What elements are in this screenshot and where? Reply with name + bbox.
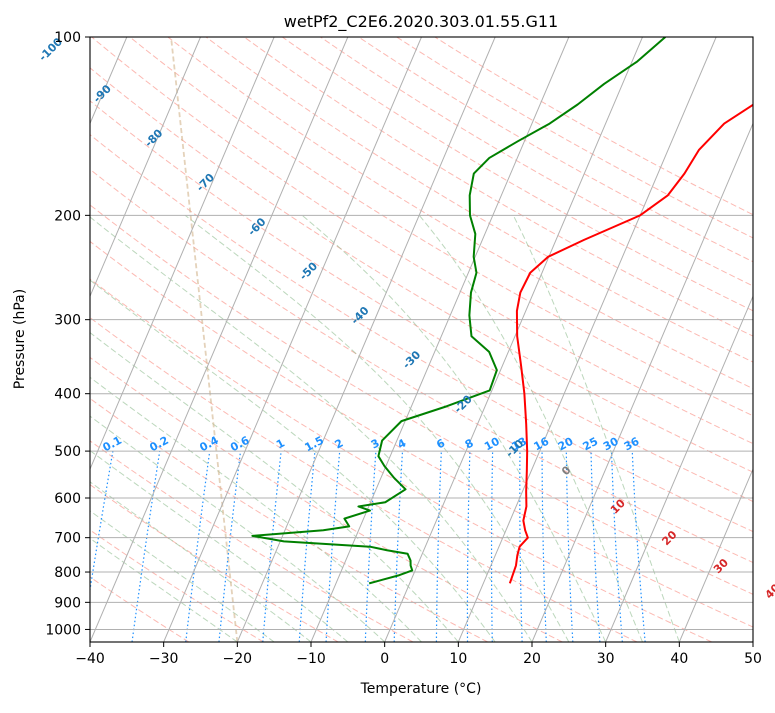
isotherm-line xyxy=(678,467,753,642)
dry-adiabat-line xyxy=(167,37,753,390)
dry-adiabat-line xyxy=(91,37,753,445)
y-tick-label: 400 xyxy=(54,387,81,403)
dry-adiabat-line xyxy=(320,37,753,287)
dewpoint-profile-line xyxy=(251,37,666,585)
y-tick-label: 300 xyxy=(54,313,81,329)
y-axis-label: Pressure (hPa) xyxy=(12,289,28,389)
dry-adiabat-line xyxy=(90,440,414,642)
x-tick-label: 20 xyxy=(523,651,541,667)
x-tick-label: 50 xyxy=(744,651,762,667)
y-tick-label: 200 xyxy=(54,208,81,224)
dry-adiabat-line xyxy=(90,278,712,642)
moist-adiabat-line xyxy=(90,376,422,642)
isotherm-line xyxy=(90,37,349,642)
mixing-ratio-line xyxy=(185,451,211,642)
dry-adiabat-line xyxy=(282,37,753,312)
isotherm-line xyxy=(457,37,717,642)
moist-adiabat-line xyxy=(512,215,680,642)
moist-adiabat-line xyxy=(90,415,386,642)
mixing-ratio-label: 16 xyxy=(532,435,552,454)
mixing-ratio-label: 30 xyxy=(601,435,621,454)
dry-adiabat-line xyxy=(434,37,753,216)
chart-title: wetPf2_C2E6.2020.303.01.55.G11 xyxy=(284,12,558,32)
moist-adiabat-line xyxy=(90,216,533,642)
y-tick-label: 700 xyxy=(54,531,81,547)
background-reference-lines xyxy=(90,37,753,642)
moist-adiabat-line xyxy=(90,537,238,642)
profile-lines xyxy=(251,37,753,585)
dry-adiabat-line xyxy=(90,204,753,595)
x-tick-label: −40 xyxy=(75,651,105,667)
isotherm-line xyxy=(90,37,275,471)
isotherm-line xyxy=(531,122,753,642)
y-tick-label: 800 xyxy=(54,565,81,581)
mixing-ratio-label: 25 xyxy=(581,435,601,454)
dry-adiabat-line xyxy=(90,67,753,473)
y-tick-label: 100 xyxy=(54,30,81,46)
isotherm-line xyxy=(90,37,201,298)
moist-adiabat-line xyxy=(90,279,496,642)
moist-adiabat-line xyxy=(184,214,570,642)
moist-adiabat-line xyxy=(301,214,607,642)
mixing-ratio-label: 20 xyxy=(556,435,576,454)
isotherm-line xyxy=(384,37,643,642)
mixing-ratio-line xyxy=(298,451,316,642)
dry-adiabat-line xyxy=(90,356,563,642)
dry-adiabat-line xyxy=(243,37,753,337)
x-tick-label: −10 xyxy=(296,651,326,667)
x-tick-label: −30 xyxy=(149,651,179,667)
x-tick-label: 40 xyxy=(670,651,688,667)
dry-adiabat-line xyxy=(90,168,753,564)
isotherm-line xyxy=(163,37,422,642)
mixing-ratio-line xyxy=(262,451,282,642)
plot-frame xyxy=(89,36,754,643)
ice-boundary-line xyxy=(170,37,239,642)
y-tick-label: 600 xyxy=(54,491,81,507)
dry-adiabat-line xyxy=(90,397,488,642)
grid-lines xyxy=(90,37,753,642)
temperature-profile-line xyxy=(508,103,753,584)
x-tick-label: 10 xyxy=(449,651,467,667)
mixing-ratio-line xyxy=(90,450,114,594)
x-tick-label: 0 xyxy=(380,651,389,667)
dry-adiabat-line xyxy=(129,37,753,417)
mixing-ratio-label: 10 xyxy=(482,435,502,454)
y-tick-label: 900 xyxy=(54,595,81,611)
mixing-ratio-line xyxy=(218,451,242,642)
dry-adiabat-line xyxy=(90,317,638,642)
x-tick-label: −20 xyxy=(223,651,253,667)
x-tick-label: 30 xyxy=(597,651,615,667)
mixing-ratio-label: 13 xyxy=(509,435,529,454)
moist-adiabat-line xyxy=(90,332,459,642)
tick-marks: −40 −30 −20 −10 0 10 20 30 40 50 100 200 300 400 500 60… xyxy=(45,30,762,667)
isotherm-line xyxy=(605,295,753,642)
x-axis-label: Temperature (°C) xyxy=(360,681,482,697)
y-tick-label: 1000 xyxy=(45,622,81,638)
y-tick-label: 500 xyxy=(54,444,81,460)
moist-adiabat-line xyxy=(90,481,312,642)
mixing-ratio-label: 36 xyxy=(622,435,642,454)
dry-adiabat-line xyxy=(90,240,753,628)
moist-adiabat-line xyxy=(418,215,643,642)
dry-adiabat-line xyxy=(396,37,753,239)
